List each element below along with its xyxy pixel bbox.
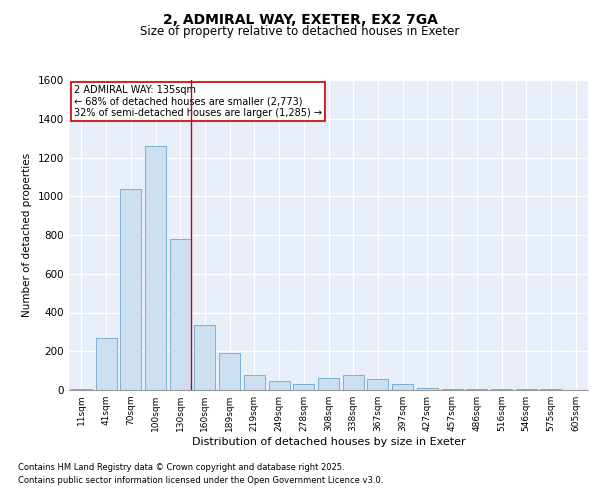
Bar bbox=[71, 389, 92, 390]
Text: Contains public sector information licensed under the Open Government Licence v3: Contains public sector information licen… bbox=[18, 476, 383, 485]
Bar bbox=[392, 384, 413, 390]
Bar bbox=[244, 374, 265, 390]
X-axis label: Distribution of detached houses by size in Exeter: Distribution of detached houses by size … bbox=[191, 437, 466, 447]
Bar bbox=[367, 380, 388, 390]
Text: 2, ADMIRAL WAY, EXETER, EX2 7GA: 2, ADMIRAL WAY, EXETER, EX2 7GA bbox=[163, 12, 437, 26]
Bar bbox=[417, 388, 438, 390]
Bar bbox=[293, 384, 314, 390]
Bar bbox=[194, 325, 215, 390]
Bar bbox=[120, 188, 141, 390]
Text: 2 ADMIRAL WAY: 135sqm
← 68% of detached houses are smaller (2,773)
32% of semi-d: 2 ADMIRAL WAY: 135sqm ← 68% of detached … bbox=[74, 84, 322, 118]
Y-axis label: Number of detached properties: Number of detached properties bbox=[22, 153, 32, 317]
Bar bbox=[95, 338, 116, 390]
Text: Contains HM Land Registry data © Crown copyright and database right 2025.: Contains HM Land Registry data © Crown c… bbox=[18, 462, 344, 471]
Bar bbox=[219, 353, 240, 390]
Bar bbox=[170, 239, 191, 390]
Bar bbox=[318, 378, 339, 390]
Bar bbox=[269, 382, 290, 390]
Bar bbox=[145, 146, 166, 390]
Text: Size of property relative to detached houses in Exeter: Size of property relative to detached ho… bbox=[140, 25, 460, 38]
Bar bbox=[516, 389, 537, 390]
Bar bbox=[442, 389, 463, 390]
Bar bbox=[466, 389, 487, 390]
Bar bbox=[343, 374, 364, 390]
